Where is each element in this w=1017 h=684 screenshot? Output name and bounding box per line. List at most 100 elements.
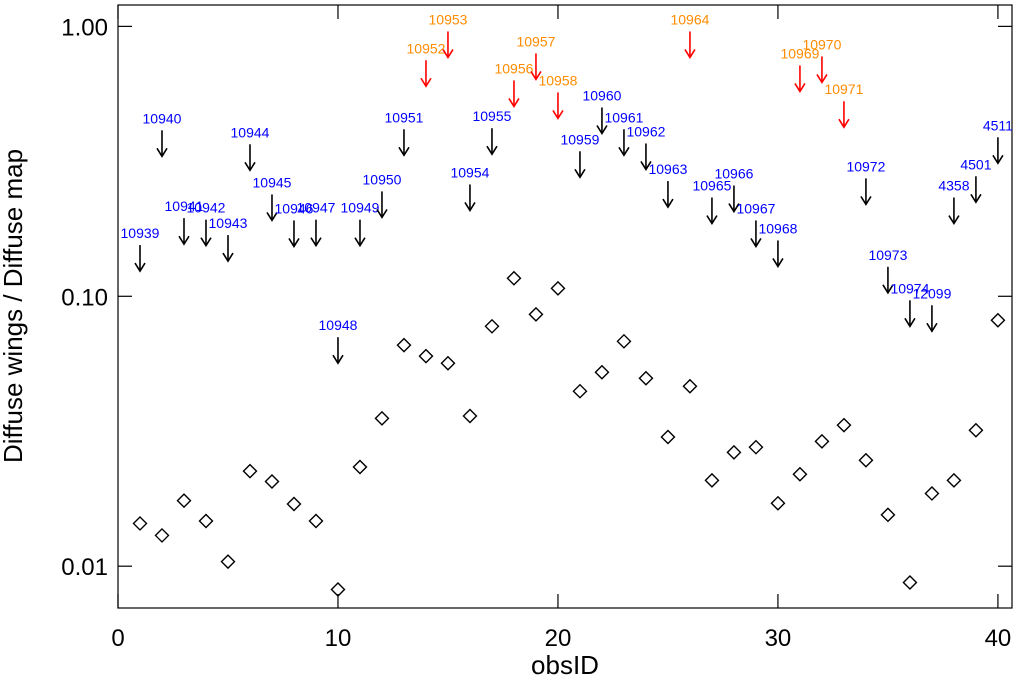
arrow-head [156, 147, 168, 158]
upper-limit-arrow [970, 176, 982, 204]
point-label: 10951 [385, 109, 424, 125]
arrow-head [464, 202, 476, 212]
upper-limit-arrow [244, 144, 256, 172]
arrow-head [772, 258, 784, 268]
point-label: 10946 [275, 200, 314, 216]
arrow-head [310, 237, 322, 248]
arrow-head [222, 252, 234, 263]
point-label: 10969 [780, 45, 819, 61]
point-label: 10941 [165, 198, 204, 214]
diamond-marker [990, 312, 1006, 328]
arrow-head [706, 215, 718, 226]
point-label: 4501 [960, 156, 991, 172]
arrow-head [486, 145, 498, 156]
diamond-marker [968, 422, 984, 438]
arrow-head [596, 125, 608, 135]
upper-limit-arrow [596, 107, 608, 135]
diamond-marker [462, 408, 478, 424]
arrow-head [574, 168, 586, 179]
diamond-marker [792, 466, 808, 482]
arrow-head [662, 198, 674, 209]
point-label: 10971 [824, 81, 863, 97]
upper-limit-arrow [222, 235, 234, 263]
diamond-marker [594, 364, 610, 380]
upper-limit-arrow [398, 129, 410, 157]
arrow-head [904, 317, 916, 328]
x-tick-label: 20 [545, 625, 572, 652]
diamond-marker [418, 348, 434, 364]
upper-limit-arrow [838, 101, 850, 129]
upper-limit-arrow [882, 266, 894, 295]
diamond-marker [572, 383, 588, 399]
diamond-marker [506, 270, 522, 286]
point-label: 4511 [983, 117, 1013, 133]
arrow-head [288, 238, 300, 248]
diamond-marker [704, 472, 720, 488]
point-label: 10952 [407, 40, 446, 56]
diamond-marker [330, 581, 346, 597]
point-label: 10964 [670, 11, 709, 27]
diamond-marker [638, 370, 654, 386]
upper-limit-arrow [816, 56, 828, 84]
upper-limit-arrow [464, 184, 476, 212]
point-label: 10970 [802, 36, 841, 52]
point-label: 10972 [846, 158, 885, 174]
diamond-marker [682, 378, 698, 394]
upper-limit-arrow [684, 31, 696, 59]
arrow-head [508, 98, 520, 108]
point-label: 10949 [341, 200, 380, 216]
upper-limit-arrow [134, 245, 146, 273]
point-label: 10966 [714, 166, 753, 182]
arrow-head [948, 215, 960, 226]
diamond-marker [396, 337, 412, 353]
upper-limit-arrow [332, 337, 344, 365]
point-label: 10962 [626, 123, 665, 139]
upper-limit-arrow [288, 220, 300, 248]
arrow-head [266, 212, 278, 222]
point-label: 10968 [758, 220, 797, 236]
upper-limit-arrow [200, 219, 212, 248]
point-label: 10947 [297, 200, 336, 216]
arrow-head [398, 146, 410, 157]
y-tick-label: 0.01 [61, 554, 108, 581]
point-label: 12099 [912, 285, 951, 301]
diamond-marker [440, 355, 456, 371]
point-label: 10973 [868, 247, 907, 263]
y-tick-label: 0.10 [61, 284, 108, 311]
diamond-marker [770, 495, 786, 511]
upper-limit-arrow [772, 240, 784, 268]
point-label: 10965 [692, 178, 731, 194]
arrow-head [640, 161, 652, 171]
point-label: 10957 [516, 33, 555, 49]
diamond-marker [902, 575, 918, 591]
upper-limit-arrow [486, 128, 498, 156]
upper-limit-arrow [662, 181, 674, 209]
arrow-head [838, 118, 850, 129]
upper-limit-arrow [926, 305, 938, 333]
upper-limit-arrow [178, 218, 190, 246]
point-label: 10939 [121, 225, 160, 241]
diamond-marker [924, 485, 940, 501]
diamond-marker [748, 439, 764, 455]
arrow-head [354, 237, 366, 248]
diamond-marker [660, 429, 676, 445]
diamond-marker [286, 496, 302, 512]
diamond-marker [264, 473, 280, 489]
x-tick-label: 10 [325, 625, 352, 652]
arrow-head [244, 161, 256, 172]
upper-limit-arrow [640, 143, 652, 171]
upper-limit-arrow [376, 191, 388, 219]
x-tick-label: 40 [985, 625, 1012, 652]
diamond-marker [220, 554, 236, 570]
point-label: 10954 [450, 164, 489, 180]
arrow-head [552, 109, 564, 120]
point-label: 10955 [472, 108, 511, 124]
arrow-head [530, 70, 542, 81]
diamond-marker [132, 515, 148, 531]
point-label: 10953 [429, 11, 468, 27]
arrow-head [200, 237, 212, 248]
point-label: 10963 [648, 161, 687, 177]
diamond-marker [528, 306, 544, 322]
diamond-marker [858, 452, 874, 468]
